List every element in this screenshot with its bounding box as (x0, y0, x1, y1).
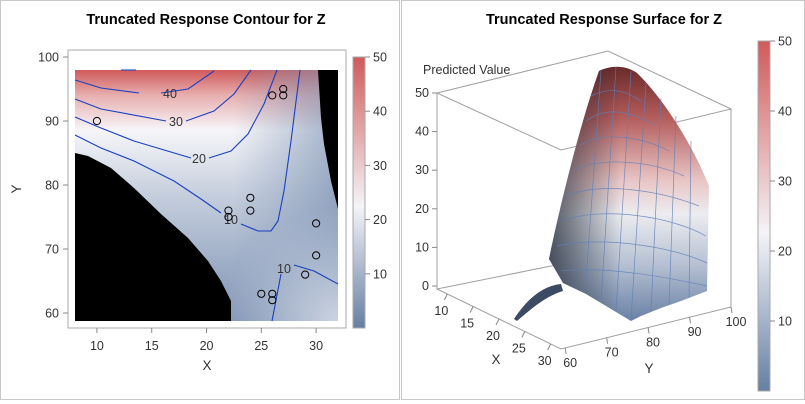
surface-colorbar-tick-label: 10 (778, 315, 792, 329)
observation-point (268, 91, 277, 100)
surface-box (435, 50, 733, 350)
observation-point (279, 84, 288, 94)
observation-points (92, 84, 321, 305)
surface-y-tick-label: 90 (688, 325, 702, 339)
surface-x-tick-label: 20 (486, 329, 500, 343)
contour-line-10-upper (74, 69, 301, 232)
surface-colorbar-tick-label: 40 (778, 105, 792, 119)
surface-x-ticks: 10 15 20 25 30 (434, 293, 552, 368)
surface-y-tick-label: 100 (726, 315, 747, 329)
truncated-region-lower-left (75, 153, 231, 321)
colorbar-tick-label: 20 (373, 213, 387, 227)
surface-y-tick-mark (689, 317, 692, 324)
contour-line-40 (74, 69, 215, 94)
surface-colorbar (757, 40, 771, 392)
surface-x-tick-mark (521, 331, 526, 338)
z-axis-ticks: 0 10 20 30 40 50 (415, 86, 437, 293)
colorbar-ticks: 10 20 30 40 50 (365, 51, 387, 281)
surface-x-tick-label: 25 (512, 342, 526, 356)
surface-y-tick-label: 60 (563, 356, 577, 370)
surface-y-tick-label: 80 (646, 335, 660, 349)
surface-y-ticks: 60 70 80 90 100 (563, 306, 747, 370)
contour-label-10: 10 (277, 262, 291, 276)
colorbar-tick-label: 10 (373, 267, 387, 281)
surface-x-tick-mark (495, 318, 500, 326)
truncated-region-right (318, 70, 338, 209)
surface-x-tick-mark (443, 293, 448, 301)
contour-line-20 (74, 69, 278, 159)
observation-point (92, 116, 102, 126)
surface-chart: Truncated Response Surface for Z Predict… (415, 12, 792, 392)
x-tick-label: 15 (145, 339, 159, 353)
contour-chart: Truncated Response Contour for Z 40 30 2… (9, 12, 387, 373)
surface-y-tick-mark (730, 306, 733, 314)
contour-label-20: 20 (192, 152, 206, 166)
x-tick-label: 10 (90, 339, 104, 353)
surface-colorbar-ticks: 10 20 30 40 50 (770, 35, 792, 329)
x-axis-label: X (202, 358, 211, 373)
colorbar-tick-label: 30 (373, 159, 387, 173)
z-axis-label: Predicted Value (423, 63, 510, 77)
surface-x-tick-mark (547, 343, 552, 351)
surface-y-tick-label: 70 (605, 346, 619, 360)
x-tick-label: 20 (200, 339, 214, 353)
z-tick-label: 40 (415, 125, 429, 139)
y-tick-label: 70 (45, 243, 59, 257)
surface-colorbar-tick-label: 20 (778, 245, 792, 259)
surface-x-tick-label: 10 (434, 304, 448, 318)
observation-point (301, 270, 310, 279)
y-tick-label: 100 (38, 51, 59, 65)
observation-point (268, 289, 277, 298)
contour-field (75, 70, 338, 321)
observation-point (268, 296, 277, 305)
y-tick-label: 60 (45, 307, 59, 321)
surface-colorbar-tick-label: 50 (778, 35, 792, 49)
surface-x-label: X (491, 352, 500, 367)
colorbar-tick-label: 40 (373, 105, 387, 119)
z-tick-label: 30 (415, 163, 429, 177)
x-tick-label: 30 (309, 339, 323, 353)
surface-y-tick-mark (606, 337, 609, 344)
z-tick-label: 20 (415, 202, 429, 216)
y-axis-ticks: 60 70 80 90 100 (38, 51, 68, 321)
observation-point (257, 289, 266, 298)
observation-point (224, 212, 233, 222)
contour-line-30 (74, 69, 252, 122)
surface-y-label: Y (644, 361, 653, 376)
surface-x-tick-label: 30 (538, 354, 552, 368)
surface-x-tick-label: 15 (460, 317, 474, 331)
observation-point (279, 91, 288, 100)
observation-point (246, 206, 255, 215)
surface-y-tick-mark (647, 327, 650, 334)
z-tick-label: 10 (415, 240, 429, 254)
x-axis-ticks: 10 15 20 25 30 (90, 328, 323, 353)
colorbar-tick-label: 50 (373, 51, 387, 65)
surface-panel: Truncated Response Surface for Z Predict… (401, 0, 805, 400)
y-tick-label: 90 (45, 115, 59, 129)
contour-label-40: 40 (163, 87, 177, 101)
x-tick-label: 25 (254, 339, 268, 353)
observation-point (246, 193, 255, 202)
contour-label-30: 30 (169, 115, 183, 129)
observation-point (312, 219, 321, 228)
surface-y-tick-mark (564, 347, 567, 355)
surface-wing (514, 284, 563, 321)
observation-point (224, 206, 233, 215)
z-tick-label: 50 (415, 86, 429, 100)
contour-title: Truncated Response Contour for Z (86, 12, 325, 28)
y-axis-label: Y (9, 184, 24, 193)
contour-panel: Truncated Response Contour for Z 40 30 2… (0, 0, 400, 400)
surface (514, 66, 709, 322)
surface-x-tick-mark (469, 306, 474, 313)
surface-colorbar-tick-label: 30 (778, 175, 792, 189)
contour-line-10-lower (271, 264, 339, 322)
surface-title: Truncated Response Surface for Z (486, 12, 722, 28)
y-tick-label: 80 (45, 179, 59, 193)
colorbar (352, 56, 366, 329)
z-tick-label: 0 (422, 279, 429, 293)
observation-point (312, 251, 321, 260)
